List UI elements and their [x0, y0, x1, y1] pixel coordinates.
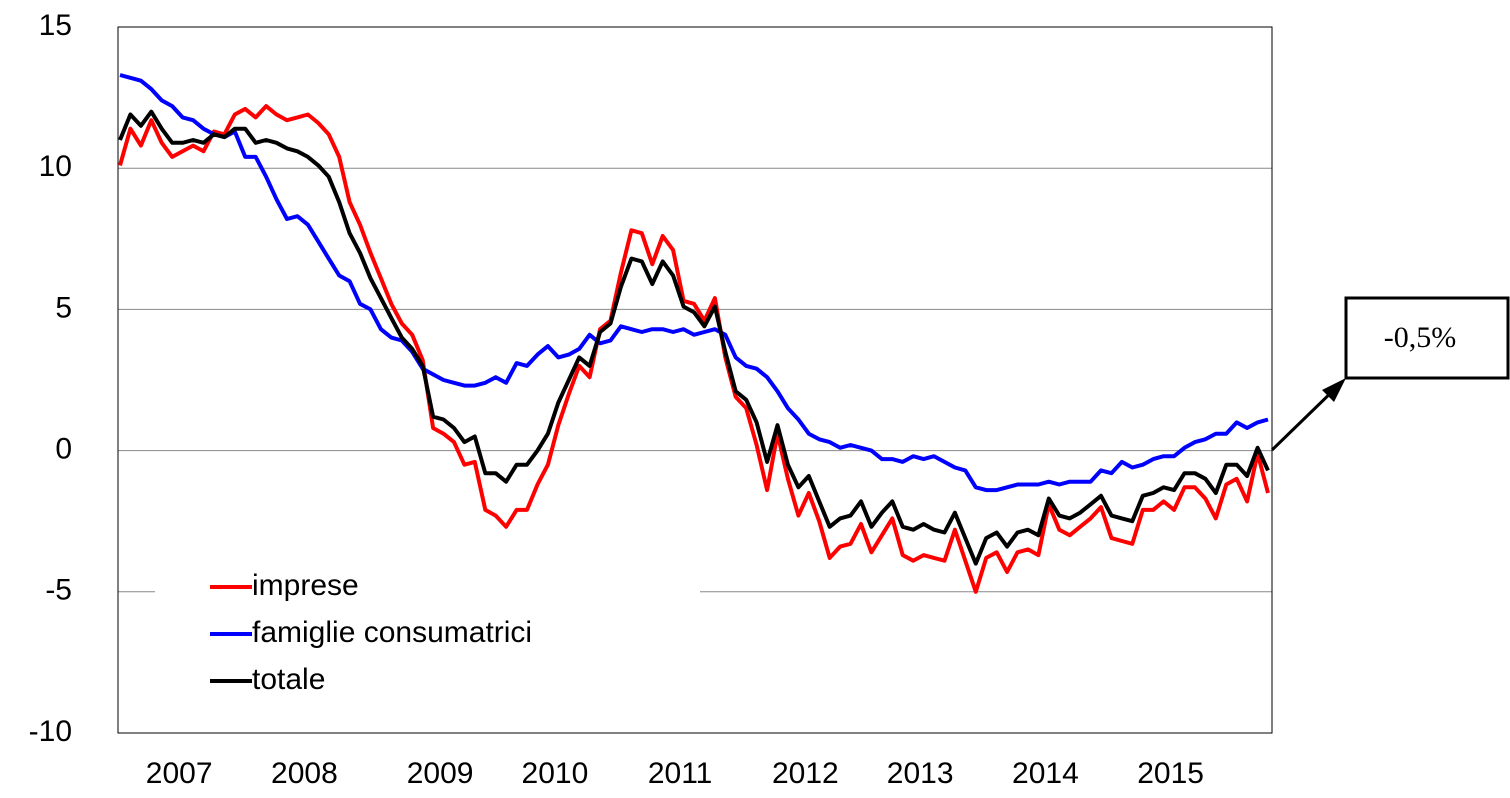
legend-label: famiglie consumatrici: [252, 616, 532, 649]
y-tick-label: 0: [55, 433, 72, 466]
legend-label: totale: [252, 663, 325, 696]
y-tick-label: -10: [29, 715, 72, 748]
x-tick-label: 2013: [887, 757, 954, 790]
x-tick-label: 2012: [772, 757, 839, 790]
x-tick-label: 2009: [407, 757, 474, 790]
series-line: [118, 104, 1270, 594]
x-tick-label: 2011: [648, 757, 713, 790]
y-tick-label: 5: [55, 291, 72, 324]
arrow-head: [1322, 378, 1346, 402]
annotation-box: [1344, 296, 1510, 380]
series-line: [118, 109, 1270, 566]
x-tick-label: 2008: [271, 757, 338, 790]
series-line: [119, 73, 1269, 493]
legend-label: imprese: [252, 569, 359, 602]
x-tick-label: 2015: [1137, 757, 1204, 790]
y-tick-label: 15: [39, 9, 72, 42]
plot-frame: [117, 26, 1273, 734]
annotation: -0,5%: [1384, 321, 1456, 354]
y-tick-label: -5: [45, 574, 72, 607]
y-tick-label: 10: [39, 150, 72, 183]
x-tick-label: 2014: [1012, 757, 1079, 790]
x-tick-label: 2007: [146, 757, 213, 790]
x-tick-label: 2010: [522, 757, 589, 790]
